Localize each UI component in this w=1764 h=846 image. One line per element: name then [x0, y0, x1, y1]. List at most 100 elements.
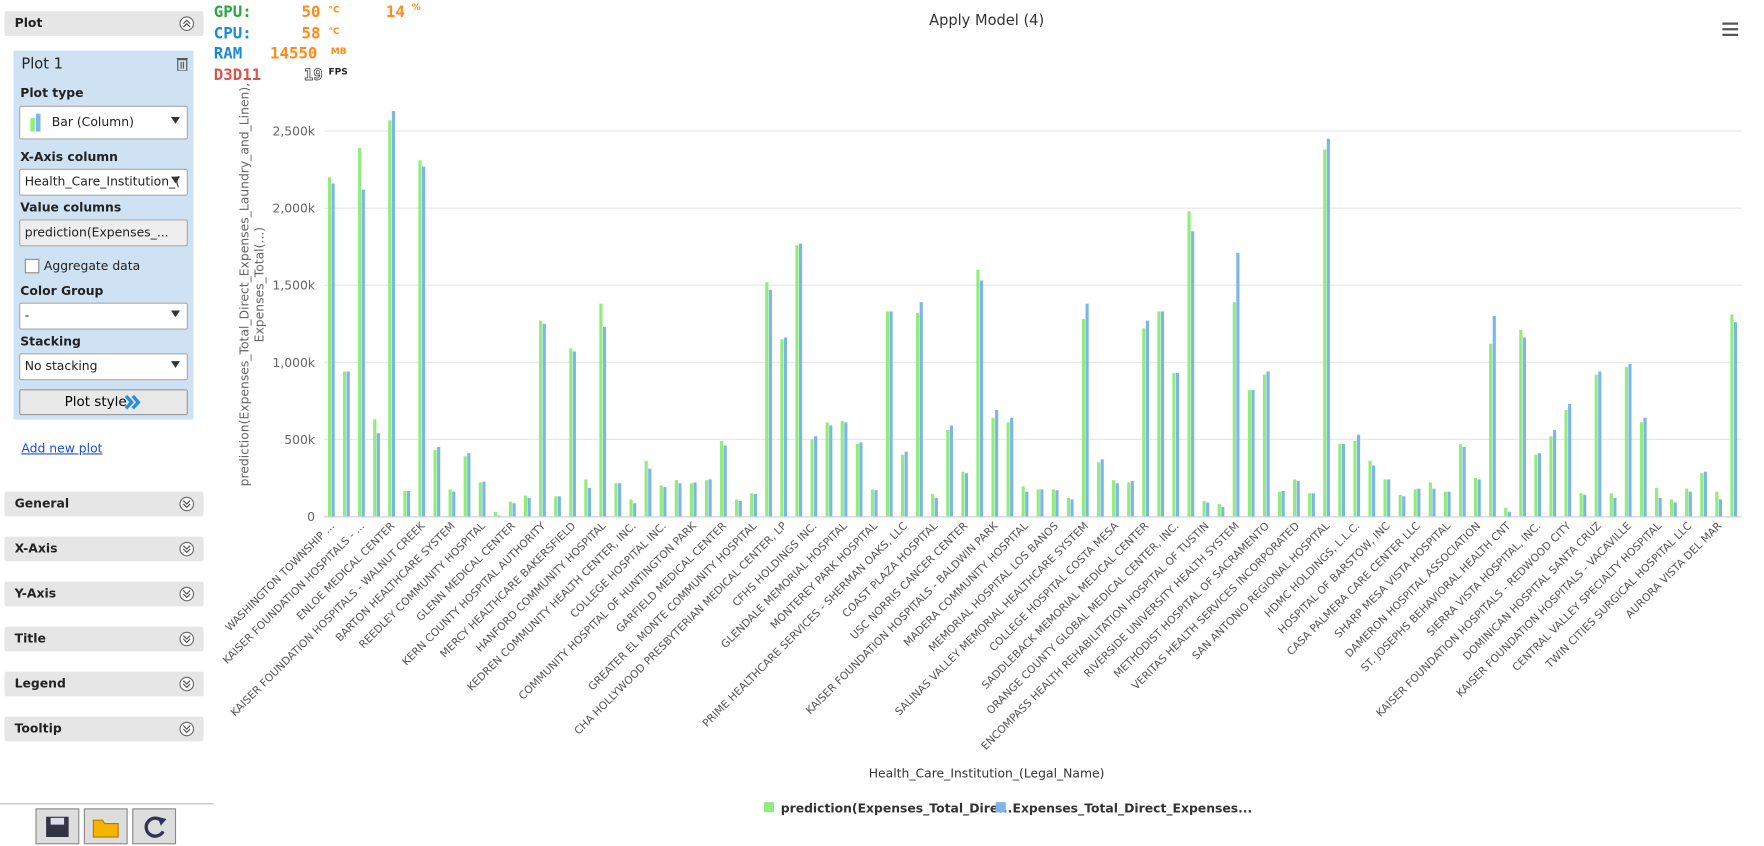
bar [1172, 373, 1176, 517]
plot-style-button[interactable]: Plot style [19, 389, 188, 416]
aggregate-label: Aggregate data [43, 258, 141, 274]
gpu-label: GPU: [214, 2, 252, 21]
legend-swatch [995, 802, 1006, 813]
bar [919, 302, 923, 517]
bar [644, 460, 648, 517]
bar [482, 481, 486, 517]
y-tick-label: 1,000k [272, 356, 315, 370]
bar [1402, 496, 1406, 517]
bar [1293, 479, 1297, 517]
bar [1025, 491, 1029, 517]
y-axis-title: Expenses_Total(...) [252, 227, 266, 342]
bar [406, 490, 411, 517]
section-title: X-Axis [14, 541, 58, 556]
bar [373, 419, 377, 517]
section-header[interactable]: Y-Axis [4, 581, 204, 607]
bar [1160, 311, 1165, 517]
bar [949, 425, 953, 517]
bar [1432, 488, 1436, 517]
bar [768, 289, 773, 517]
bar [855, 443, 859, 517]
bar [648, 468, 652, 517]
plot-style-text: Plot style [64, 393, 127, 410]
bar [1613, 497, 1617, 517]
add-plot-link[interactable]: Add new plot [21, 441, 103, 456]
bar [723, 445, 727, 517]
bar [859, 442, 863, 517]
ram-label: RAM [214, 44, 242, 63]
bar [1715, 491, 1719, 517]
bar [1142, 328, 1146, 517]
dropdown-arrows [171, 117, 180, 368]
bar [376, 433, 380, 517]
toolbar [35, 808, 177, 845]
fps-value: 19 [304, 65, 323, 84]
bar [1127, 482, 1131, 517]
bar [523, 495, 528, 517]
section-header[interactable]: Title [4, 626, 204, 652]
refresh-button[interactable] [132, 808, 177, 845]
bar [497, 515, 501, 517]
bar [753, 494, 757, 517]
bar [1187, 211, 1191, 517]
bar [448, 489, 452, 517]
cpu-label: CPU: [214, 23, 252, 42]
bar [1628, 363, 1632, 517]
plot-type-select[interactable]: Bar (Column) [19, 105, 188, 140]
bar [964, 473, 969, 517]
bar [1368, 460, 1372, 517]
bar [1579, 493, 1583, 517]
legend-label: prediction(Expenses_Total_Dire... [781, 801, 1013, 816]
bar [1730, 314, 1734, 517]
bar [976, 269, 980, 517]
bar [934, 497, 938, 517]
bar [1537, 453, 1542, 517]
bar [829, 425, 833, 517]
bar [1413, 489, 1417, 517]
bar [1070, 499, 1074, 517]
bar [572, 351, 576, 517]
section-header[interactable]: Tooltip [4, 716, 204, 742]
bar [1534, 454, 1538, 517]
expand-icon [179, 541, 195, 557]
bar [1624, 366, 1628, 517]
bar [870, 489, 874, 517]
section-title: Y-Axis [14, 586, 57, 601]
expand-icon [179, 496, 195, 512]
bar [1489, 343, 1493, 517]
stacking-select[interactable]: No stacking [19, 353, 188, 381]
bar [1685, 488, 1689, 517]
section-header[interactable]: General [4, 491, 204, 517]
plot-header[interactable]: Plot [4, 11, 204, 36]
expand-icon [179, 631, 195, 647]
section-title: General [14, 496, 70, 511]
y-tick-label: 500k [284, 433, 316, 447]
plot-style-icon [124, 394, 141, 410]
bar [1311, 493, 1315, 517]
bar [1176, 373, 1180, 517]
ram-unit: MB [331, 47, 347, 57]
bar [1670, 499, 1674, 517]
bar [916, 312, 920, 517]
fps-unit: FPS [329, 67, 348, 77]
value-columns-select[interactable]: prediction(Expenses_... [19, 219, 188, 247]
bar [795, 245, 799, 517]
x-axis-select[interactable]: Health_Care_Institution_( [19, 168, 188, 196]
bar [810, 439, 814, 517]
bar [512, 503, 516, 517]
aggregate-checkbox[interactable] [24, 258, 40, 274]
delete-icon[interactable] [176, 56, 188, 71]
bar [1006, 422, 1010, 517]
section-header[interactable]: Legend [4, 671, 204, 697]
color-group-value: - [24, 308, 30, 323]
bar [1206, 502, 1210, 517]
y-tick-label: 2,500k [272, 125, 315, 139]
bar [1341, 443, 1346, 517]
color-group-select[interactable]: - [19, 302, 188, 330]
section-header[interactable]: X-Axis [4, 536, 204, 562]
bar [1477, 479, 1481, 517]
bar [1100, 459, 1104, 517]
bar [720, 440, 724, 517]
menu-icon[interactable] [1722, 22, 1739, 37]
